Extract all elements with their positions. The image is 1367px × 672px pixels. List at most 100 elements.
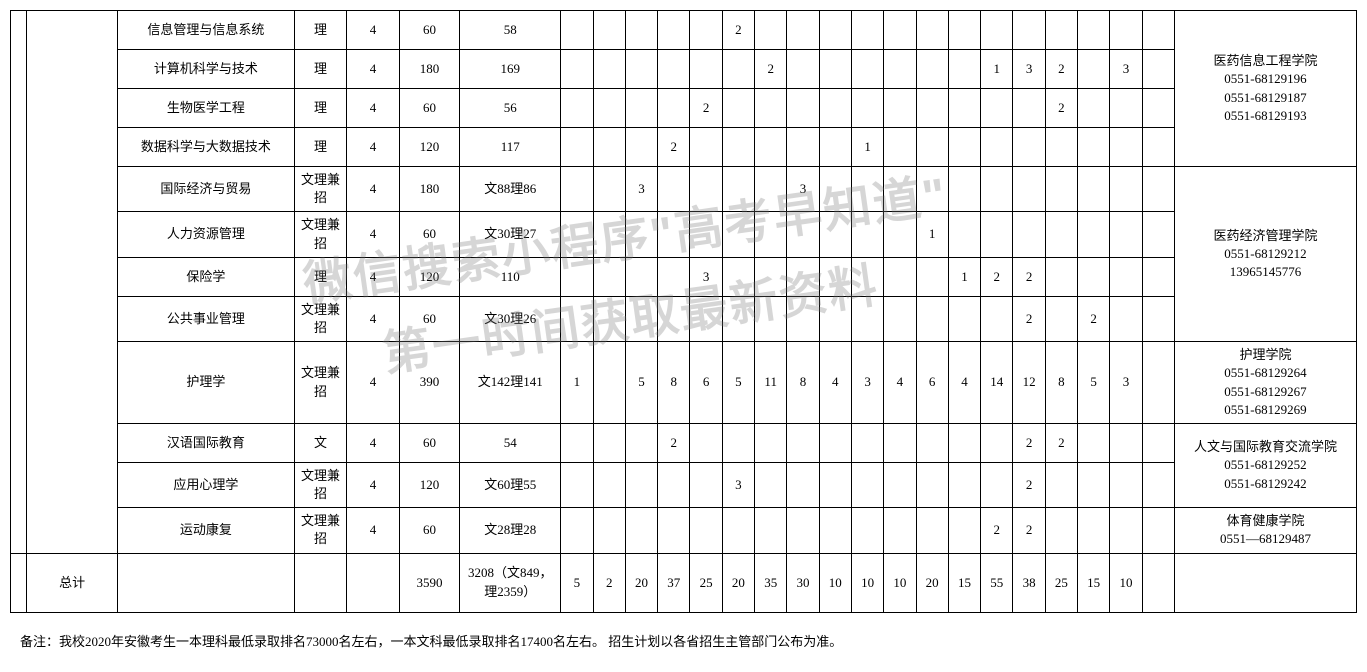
num-cell bbox=[755, 462, 787, 507]
num-cell bbox=[787, 508, 819, 553]
table-row: 信息管理与信息系统理460582医药信息工程学院0551-68129196055… bbox=[11, 11, 1357, 50]
left-margin-cell bbox=[11, 553, 27, 612]
num-cell: 35 bbox=[755, 553, 787, 612]
num-cell bbox=[787, 212, 819, 257]
num-cell bbox=[755, 128, 787, 167]
num-cell: 2 bbox=[1013, 296, 1045, 341]
num-cell bbox=[625, 462, 657, 507]
num-cell: 2 bbox=[1013, 462, 1045, 507]
num-cell bbox=[1078, 212, 1110, 257]
footnote: 备注：我校2020年安徽考生一本理科最低录取排名73000名左右，一本文科最低录… bbox=[10, 631, 1357, 650]
num-cell: 1 bbox=[981, 50, 1013, 89]
num-cell bbox=[884, 508, 916, 553]
num-cell bbox=[787, 50, 819, 89]
num-cell bbox=[1142, 89, 1174, 128]
num-cell bbox=[916, 50, 948, 89]
num-cell bbox=[1110, 508, 1142, 553]
num-cell bbox=[1142, 553, 1174, 612]
num-cell: 25 bbox=[1045, 553, 1077, 612]
num-cell bbox=[625, 50, 657, 89]
num-cell bbox=[755, 89, 787, 128]
num-cell: 20 bbox=[916, 553, 948, 612]
num-cell bbox=[722, 167, 754, 212]
num-cell: 15 bbox=[1078, 553, 1110, 612]
left-margin-cell bbox=[11, 11, 27, 554]
type-cell: 文理兼招 bbox=[294, 296, 347, 341]
major-cell: 护理学 bbox=[118, 342, 295, 424]
years-cell: 4 bbox=[347, 508, 400, 553]
years-cell: 4 bbox=[347, 257, 400, 296]
table-row: 公共事业管理文理兼招460文30理2622 bbox=[11, 296, 1357, 341]
num-cell bbox=[690, 50, 722, 89]
num-cell bbox=[1045, 257, 1077, 296]
num-cell bbox=[561, 212, 593, 257]
total-cell: 60 bbox=[399, 212, 460, 257]
num-cell bbox=[722, 296, 754, 341]
num-cell: 5 bbox=[561, 553, 593, 612]
num-cell bbox=[593, 423, 625, 462]
detail-cell: 110 bbox=[460, 257, 561, 296]
detail-cell: 56 bbox=[460, 89, 561, 128]
num-cell bbox=[561, 89, 593, 128]
num-cell bbox=[884, 167, 916, 212]
num-cell bbox=[1110, 89, 1142, 128]
major-cell: 国际经济与贸易 bbox=[118, 167, 295, 212]
num-cell bbox=[625, 296, 657, 341]
num-cell bbox=[1078, 11, 1110, 50]
num-cell bbox=[690, 11, 722, 50]
major-cell: 保险学 bbox=[118, 257, 295, 296]
num-cell bbox=[884, 128, 916, 167]
num-cell: 3 bbox=[1110, 342, 1142, 424]
table-row: 人力资源管理文理兼招460文30理271 bbox=[11, 212, 1357, 257]
num-cell: 8 bbox=[787, 342, 819, 424]
num-cell: 8 bbox=[1045, 342, 1077, 424]
total-cell: 390 bbox=[399, 342, 460, 424]
detail-cell: 54 bbox=[460, 423, 561, 462]
num-cell bbox=[1045, 212, 1077, 257]
num-cell bbox=[981, 296, 1013, 341]
major-cell: 应用心理学 bbox=[118, 462, 295, 507]
num-cell: 4 bbox=[884, 342, 916, 424]
num-cell bbox=[884, 296, 916, 341]
num-cell: 3 bbox=[625, 167, 657, 212]
major-cell: 汉语国际教育 bbox=[118, 423, 295, 462]
num-cell bbox=[658, 508, 690, 553]
num-cell bbox=[722, 212, 754, 257]
num-cell bbox=[916, 11, 948, 50]
num-cell: 10 bbox=[819, 553, 851, 612]
num-cell bbox=[625, 128, 657, 167]
contact-cell bbox=[1174, 553, 1356, 612]
total-cell: 120 bbox=[399, 128, 460, 167]
num-cell bbox=[755, 257, 787, 296]
detail-cell: 文30理26 bbox=[460, 296, 561, 341]
num-cell: 3 bbox=[851, 342, 883, 424]
num-cell: 3 bbox=[1013, 50, 1045, 89]
num-cell: 2 bbox=[658, 128, 690, 167]
num-cell: 1 bbox=[561, 342, 593, 424]
num-cell bbox=[690, 462, 722, 507]
num-cell bbox=[593, 167, 625, 212]
major-cell: 数据科学与大数据技术 bbox=[118, 128, 295, 167]
num-cell: 20 bbox=[722, 553, 754, 612]
num-cell: 10 bbox=[1110, 553, 1142, 612]
num-cell bbox=[851, 296, 883, 341]
num-cell: 1 bbox=[916, 212, 948, 257]
num-cell: 1 bbox=[851, 128, 883, 167]
enrollment-table: 信息管理与信息系统理460582医药信息工程学院0551-68129196055… bbox=[10, 10, 1357, 613]
num-cell bbox=[690, 508, 722, 553]
num-cell bbox=[1045, 296, 1077, 341]
num-cell bbox=[1013, 212, 1045, 257]
detail-cell: 文142理141 bbox=[460, 342, 561, 424]
num-cell: 12 bbox=[1013, 342, 1045, 424]
num-cell bbox=[948, 296, 980, 341]
empty-cell bbox=[294, 553, 347, 612]
num-cell bbox=[787, 296, 819, 341]
num-cell: 5 bbox=[625, 342, 657, 424]
num-cell bbox=[884, 50, 916, 89]
num-cell bbox=[722, 128, 754, 167]
table-row: 汉语国际教育文46054222人文与国际教育交流学院0551-681292520… bbox=[11, 423, 1357, 462]
num-cell bbox=[625, 423, 657, 462]
num-cell bbox=[1078, 508, 1110, 553]
category-cell bbox=[27, 11, 118, 554]
contact-cell: 医药信息工程学院0551-681291960551-681291870551-6… bbox=[1174, 11, 1356, 167]
